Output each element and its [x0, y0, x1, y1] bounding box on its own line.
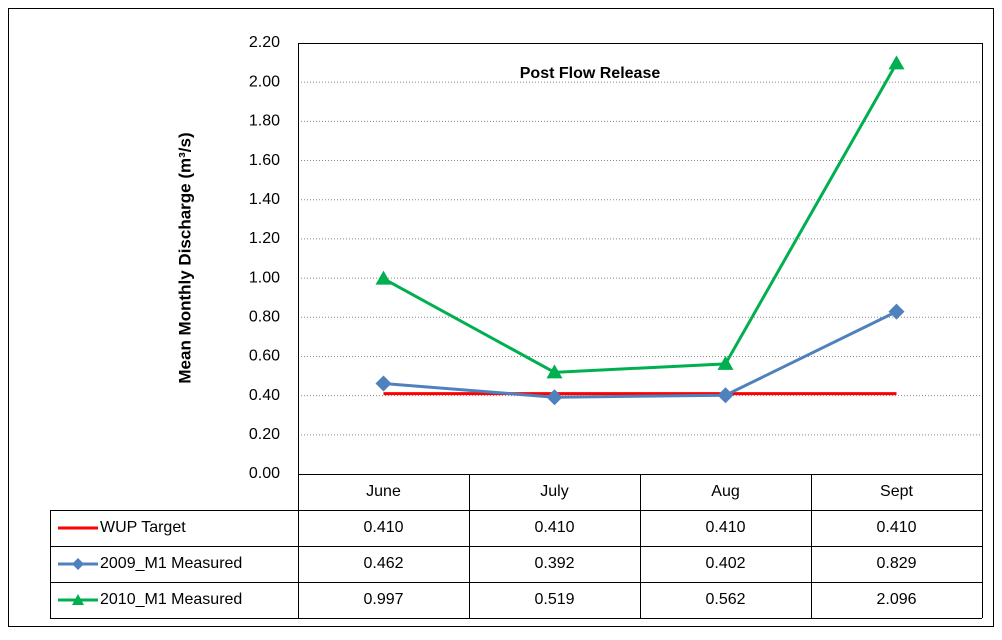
- y-tick-label: 0.80: [249, 308, 280, 325]
- y-tick-label: 0.40: [249, 387, 280, 404]
- legend-label: 2009_M1 Measured: [100, 555, 242, 572]
- data-point: [546, 389, 563, 406]
- table-value: 0.410: [534, 519, 574, 536]
- data-point: [546, 364, 563, 379]
- table-value: 0.392: [534, 555, 574, 572]
- legend-marker: [72, 594, 84, 605]
- x-tick-label: July: [540, 483, 568, 500]
- table-value: 0.410: [876, 519, 916, 536]
- y-tick-label: 0.60: [249, 348, 280, 365]
- table-value: 0.829: [876, 555, 916, 572]
- chart-title: Post Flow Release: [520, 65, 661, 82]
- data-point: [375, 270, 392, 285]
- y-tick-label: 1.40: [249, 191, 280, 208]
- legend-label: 2010_M1 Measured: [100, 591, 242, 608]
- y-tick-label: 1.20: [249, 230, 280, 247]
- data-point: [375, 375, 392, 392]
- table-value: 0.997: [363, 591, 403, 608]
- data-point: [717, 387, 734, 404]
- table-value: 0.519: [534, 591, 574, 608]
- y-tick-label: 2.00: [249, 73, 280, 90]
- x-tick-label: Aug: [711, 483, 739, 500]
- series-line: [382, 62, 898, 374]
- x-tick-label: June: [366, 483, 401, 500]
- data-point: [888, 55, 905, 70]
- y-tick-label: 1.60: [249, 152, 280, 169]
- y-tick-label: 0.00: [249, 465, 280, 482]
- y-tick-label: 0.20: [249, 426, 280, 443]
- table-value: 0.402: [705, 555, 745, 572]
- series-line: [383, 310, 898, 399]
- table-value: 2.096: [876, 591, 916, 608]
- y-axis-label: Mean Monthly Discharge (m³/s): [175, 132, 194, 383]
- data-point: [888, 303, 905, 320]
- table-value: 0.410: [705, 519, 745, 536]
- legend-label: WUP Target: [100, 519, 186, 536]
- table-value: 0.462: [363, 555, 403, 572]
- y-tick-label: 2.20: [249, 34, 280, 51]
- table-value: 0.410: [363, 519, 403, 536]
- legend-marker: [72, 558, 84, 570]
- y-tick-label: 1.00: [249, 269, 280, 286]
- table-value: 0.562: [705, 591, 745, 608]
- y-tick-label: 1.80: [249, 113, 280, 130]
- data-point: [717, 355, 734, 370]
- x-tick-label: Sept: [880, 483, 913, 500]
